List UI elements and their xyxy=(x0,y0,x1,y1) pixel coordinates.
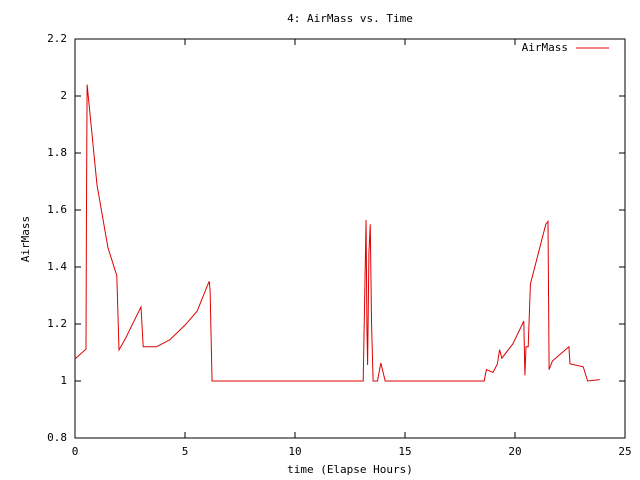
y-tick-label: 1 xyxy=(60,374,67,387)
y-tick-label: 2 xyxy=(60,89,67,102)
chart-title: 4: AirMass vs. Time xyxy=(287,12,413,25)
x-axis-label: time (Elapse Hours) xyxy=(287,463,413,476)
y-tick-label: 1.4 xyxy=(47,260,67,273)
y-tick-label: 2.2 xyxy=(47,32,67,45)
x-tick-label: 5 xyxy=(182,445,189,458)
x-tick-label: 15 xyxy=(398,445,411,458)
data-line xyxy=(74,84,600,382)
x-tick-label: 0 xyxy=(72,445,79,458)
y-tick-label: 1.6 xyxy=(47,203,67,216)
y-axis-label: AirMass xyxy=(19,216,32,262)
x-tick-label: 25 xyxy=(618,445,631,458)
x-tick-label: 20 xyxy=(508,445,521,458)
y-tick-label: 0.8 xyxy=(47,431,67,444)
legend-label: AirMass xyxy=(522,41,568,54)
x-tick-label: 10 xyxy=(288,445,301,458)
plot-border xyxy=(74,38,626,439)
y-tick-label: 1.8 xyxy=(47,146,67,159)
y-tick-label: 1.2 xyxy=(47,317,67,330)
